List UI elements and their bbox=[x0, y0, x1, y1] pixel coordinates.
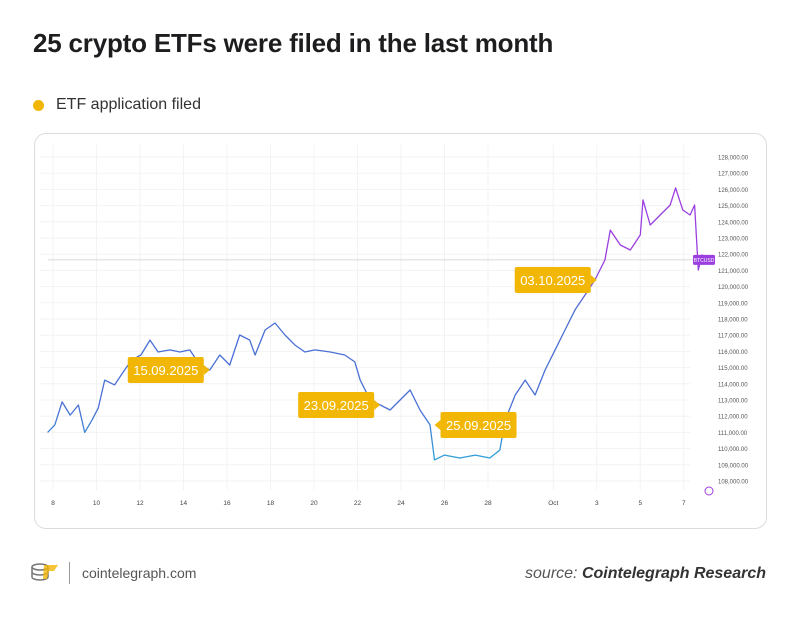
x-tick-label: 18 bbox=[267, 500, 275, 507]
etf-filing-date-label: 03.10.2025 bbox=[520, 273, 585, 288]
y-tick-label: 124,000.00 bbox=[718, 220, 749, 226]
source-prefix: source: bbox=[525, 565, 578, 582]
cointelegraph-logo-icon bbox=[31, 563, 58, 581]
etf-filing-date-label: 23.09.2025 bbox=[304, 398, 369, 413]
legend: ETF application filed bbox=[33, 96, 201, 114]
etf-filing-marker bbox=[440, 411, 517, 438]
y-tick-label: 127,000.00 bbox=[718, 172, 749, 178]
x-tick-label: 7 bbox=[682, 500, 686, 507]
x-tick-label: 3 bbox=[595, 500, 599, 507]
x-tick-label: 14 bbox=[180, 500, 188, 507]
x-tick-label: 12 bbox=[136, 500, 144, 507]
y-tick-label: 120,000.00 bbox=[718, 285, 749, 291]
y-tick-label: 128,000.00 bbox=[718, 156, 749, 162]
legend-dot-icon bbox=[33, 99, 44, 111]
y-tick-label: 109,000.00 bbox=[718, 463, 749, 469]
x-tick-label: 8 bbox=[51, 500, 55, 507]
y-tick-label: 119,000.00 bbox=[718, 301, 748, 307]
y-tick-label: 114,000.00 bbox=[718, 382, 748, 388]
chart-frame bbox=[34, 133, 767, 529]
etf-filing-marker-pointer bbox=[590, 274, 597, 285]
x-tick-label: 5 bbox=[638, 500, 642, 507]
y-tick-label: 117,000.00 bbox=[718, 334, 748, 340]
x-tick-label: 28 bbox=[484, 500, 492, 507]
x-tick-label: 26 bbox=[441, 500, 449, 507]
source-name: Cointelegraph Research bbox=[581, 565, 766, 582]
x-tick-label: 20 bbox=[310, 500, 318, 507]
y-tick-label: 125,000.00 bbox=[718, 204, 749, 210]
x-tick-label: 24 bbox=[397, 500, 405, 507]
y-tick-label: 121,000.00 bbox=[718, 269, 749, 275]
x-tick-label: 10 bbox=[93, 500, 101, 507]
x-tick-label: 22 bbox=[354, 500, 362, 507]
y-tick-label: 123,000.00 bbox=[718, 237, 749, 243]
y-tick-label: 122,000.00 bbox=[718, 253, 749, 259]
y-tick-label: 118,000.00 bbox=[718, 318, 748, 324]
reset-scale-icon bbox=[704, 486, 714, 496]
etf-filing-marker-pointer bbox=[374, 400, 381, 411]
x-tick-label: 16 bbox=[223, 500, 231, 507]
footer-divider bbox=[69, 562, 70, 584]
etf-filing-marker bbox=[127, 357, 204, 384]
etf-filing-date-label: 25.09.2025 bbox=[446, 418, 511, 433]
site-link[interactable]: cointelegraph.com bbox=[82, 565, 197, 581]
y-tick-label: 111,000.00 bbox=[718, 431, 748, 437]
price-line bbox=[47, 187, 709, 461]
page-title: 25 crypto ETFs were filed in the last mo… bbox=[33, 28, 554, 58]
legend-label: ETF application filed bbox=[56, 96, 201, 113]
etf-filing-date-label: 15.09.2025 bbox=[133, 363, 198, 378]
etf-filing-marker-pointer bbox=[434, 419, 441, 430]
x-tick-label: Oct bbox=[548, 500, 558, 507]
price-tag bbox=[693, 254, 715, 265]
y-tick-label: 110,000.00 bbox=[718, 447, 748, 453]
y-tick-label: 113,000.00 bbox=[718, 399, 748, 405]
y-tick-label: 112,000.00 bbox=[718, 415, 748, 421]
etf-filing-marker bbox=[298, 392, 375, 419]
price-tag-label: BTCUSD bbox=[694, 258, 715, 264]
source-credit: source: Cointelegraph Research bbox=[525, 565, 766, 583]
etf-filing-marker bbox=[514, 266, 591, 293]
y-tick-label: 116,000.00 bbox=[718, 350, 748, 356]
y-tick-label: 108,000.00 bbox=[718, 480, 749, 486]
y-tick-label: 126,000.00 bbox=[718, 188, 749, 194]
y-tick-label: 115,000.00 bbox=[718, 366, 748, 372]
etf-filing-marker-pointer bbox=[203, 365, 210, 376]
